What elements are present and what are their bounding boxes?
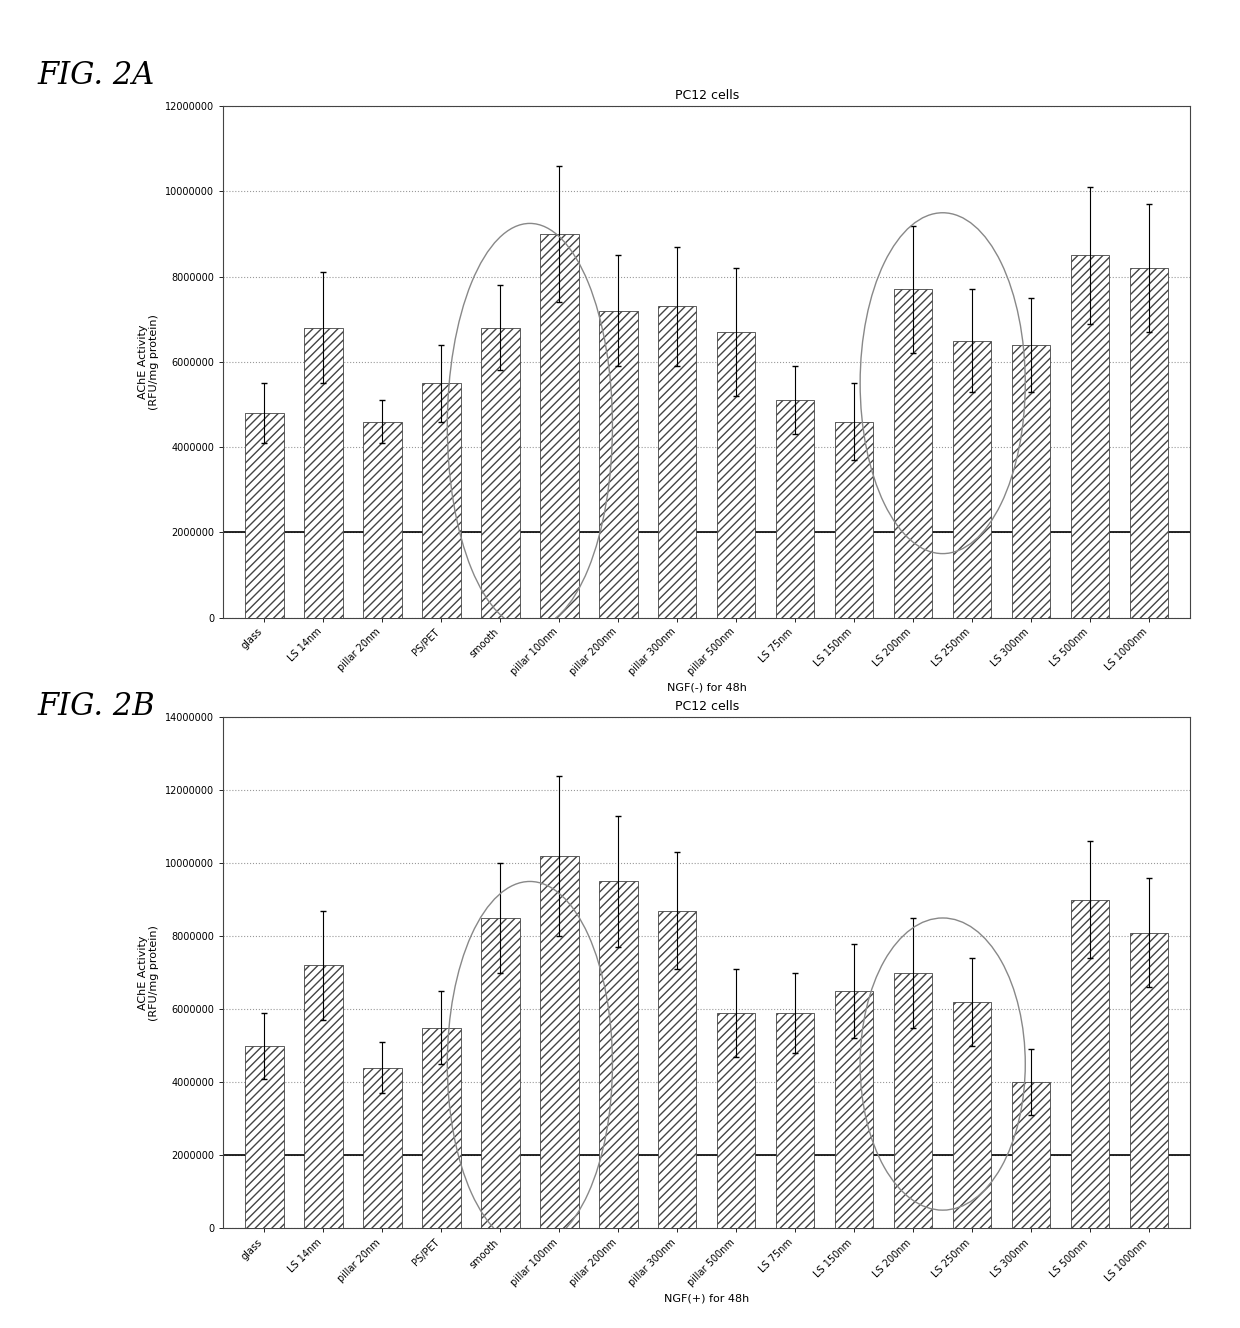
- Bar: [599, 882, 637, 1228]
- Bar: [304, 965, 342, 1228]
- Bar: [717, 332, 755, 618]
- Bar: [954, 340, 991, 618]
- Text: FIG. 2B: FIG. 2B: [37, 691, 155, 721]
- Bar: [304, 328, 342, 618]
- Bar: [246, 1046, 284, 1228]
- Bar: [1071, 255, 1110, 618]
- X-axis label: NGF(-) for 48h: NGF(-) for 48h: [667, 683, 746, 693]
- X-axis label: NGF(+) for 48h: NGF(+) for 48h: [665, 1293, 749, 1304]
- Bar: [541, 857, 579, 1228]
- Bar: [776, 1013, 815, 1228]
- Bar: [423, 384, 460, 618]
- Bar: [776, 400, 815, 618]
- Bar: [1012, 1082, 1050, 1228]
- Title: PC12 cells: PC12 cells: [675, 700, 739, 713]
- Bar: [894, 972, 932, 1228]
- Bar: [1012, 345, 1050, 618]
- Bar: [423, 1028, 460, 1228]
- Bar: [894, 290, 932, 618]
- Bar: [481, 918, 520, 1228]
- Title: PC12 cells: PC12 cells: [675, 89, 739, 102]
- Bar: [954, 1001, 991, 1228]
- Bar: [1130, 268, 1168, 618]
- Bar: [599, 311, 637, 618]
- Bar: [481, 328, 520, 618]
- Y-axis label: AChE Activity
(RFU/mg protein): AChE Activity (RFU/mg protein): [138, 313, 160, 410]
- Text: FIG. 2A: FIG. 2A: [37, 60, 155, 90]
- Bar: [246, 413, 284, 618]
- Bar: [1130, 932, 1168, 1228]
- Bar: [658, 911, 697, 1228]
- Bar: [835, 421, 873, 618]
- Bar: [363, 421, 402, 618]
- Bar: [541, 234, 579, 618]
- Bar: [363, 1068, 402, 1228]
- Y-axis label: AChE Activity
(RFU/mg protein): AChE Activity (RFU/mg protein): [138, 924, 160, 1021]
- Bar: [1071, 900, 1110, 1228]
- Bar: [835, 991, 873, 1228]
- Bar: [658, 307, 697, 618]
- Bar: [717, 1013, 755, 1228]
